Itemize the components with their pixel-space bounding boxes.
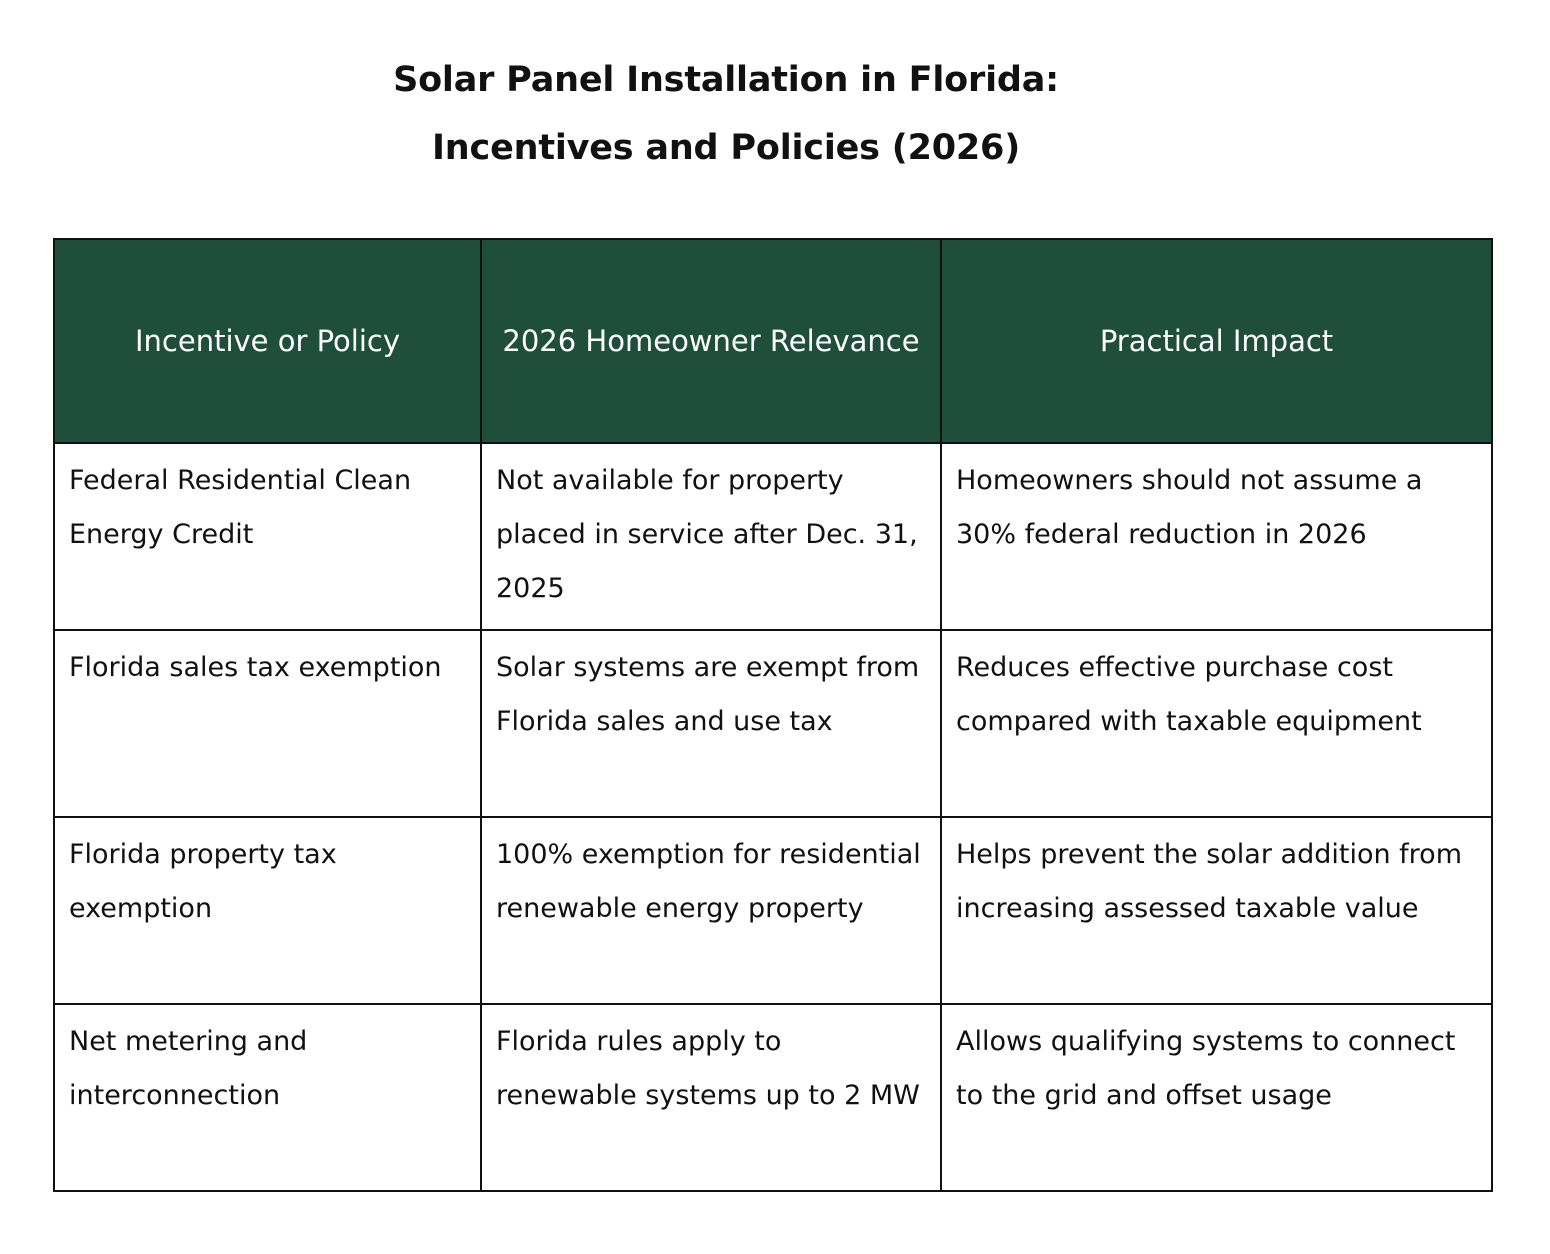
table-cell: Federal Residential Clean Energy Credit — [53, 442, 482, 631]
table-cell: Net metering and interconnection — [53, 1003, 482, 1192]
table-cell: Reduces effective purchase cost compared… — [940, 629, 1493, 818]
table-row: Florida property tax exemption 100% exem… — [53, 816, 1493, 1005]
table-cell: Not available for property placed in ser… — [480, 442, 942, 631]
table-cell: Solar systems are exempt from Florida sa… — [480, 629, 942, 818]
table-cell: Florida sales tax exemption — [53, 629, 482, 818]
header-incentive-or-policy: Incentive or Policy — [53, 238, 482, 444]
table-header-row: Incentive or Policy 2026 Homeowner Relev… — [53, 238, 1493, 444]
page-title: Solar Panel Installation in Florida: Inc… — [0, 46, 1452, 182]
table-cell: 100% exemption for residential renewable… — [480, 816, 942, 1005]
table-cell: Allows qualifying systems to connect to … — [940, 1003, 1493, 1192]
title-line-1: Solar Panel Installation in Florida: — [393, 60, 1059, 100]
table-cell: Florida rules apply to renewable systems… — [480, 1003, 942, 1192]
table-cell: Florida property tax exemption — [53, 816, 482, 1005]
table-cell: Homeowners should not assume a 30% feder… — [940, 442, 1493, 631]
table-row: Florida sales tax exemption Solar system… — [53, 629, 1493, 818]
policy-table: Incentive or Policy 2026 Homeowner Relev… — [53, 238, 1493, 1192]
title-line-2: Incentives and Policies (2026) — [431, 128, 1020, 168]
table-row: Net metering and interconnection Florida… — [53, 1003, 1493, 1192]
header-practical-impact: Practical Impact — [940, 238, 1493, 444]
header-homeowner-relevance: 2026 Homeowner Relevance — [480, 238, 942, 444]
table-cell: Helps prevent the solar addition from in… — [940, 816, 1493, 1005]
table-row: Federal Residential Clean Energy Credit … — [53, 442, 1493, 631]
